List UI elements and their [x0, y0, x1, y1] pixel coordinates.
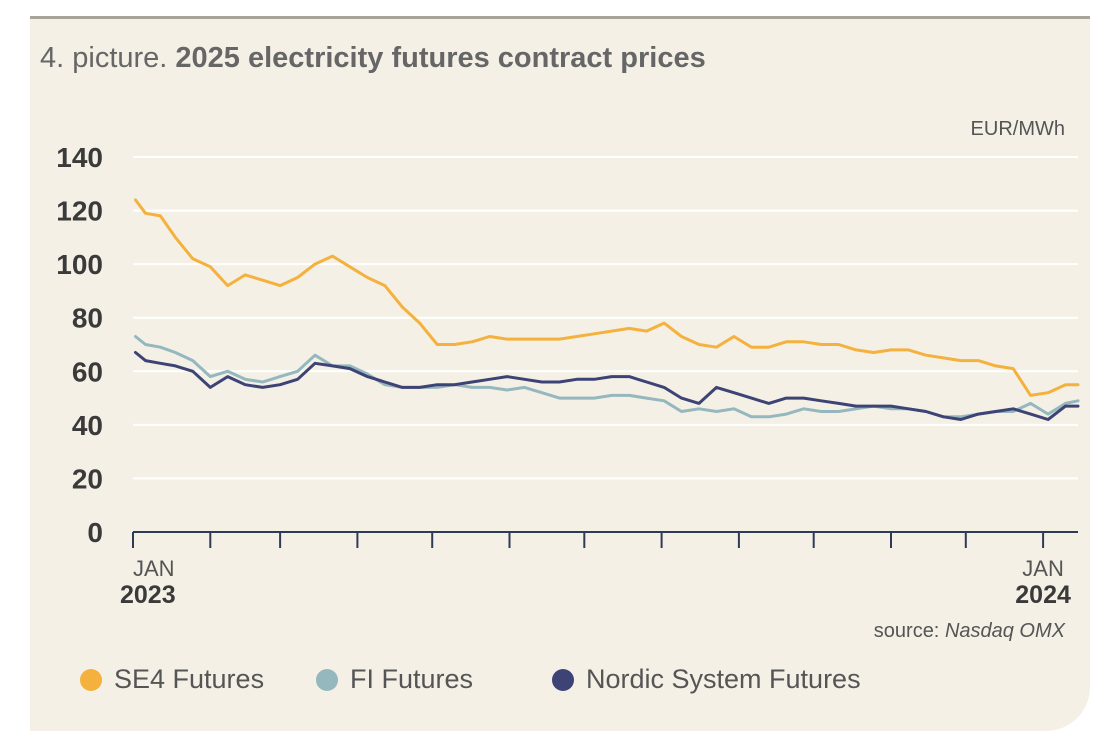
title-prefix: 4. picture.: [40, 42, 168, 74]
unit-label: EUR/MWh: [970, 118, 1065, 140]
source-note: source: Nasdaq OMX: [874, 620, 1065, 643]
source-prefix: source:: [873, 620, 940, 642]
legend-item-fi: FI Futures: [316, 664, 473, 695]
series-line-se4: [134, 198, 1080, 397]
y-tick-label: 120: [56, 196, 103, 227]
legend-swatch-se4: [80, 668, 102, 691]
y-tick-label: 140: [56, 142, 103, 173]
legend-label-se4: SE4 Futures: [114, 664, 265, 694]
x-tick-month-label: JAN: [133, 556, 175, 581]
x-tick-year-label: 2024: [1015, 581, 1071, 609]
y-tick-label: 20: [72, 463, 103, 494]
y-tick-label: 40: [72, 410, 103, 441]
x-tick-month-label: JAN: [1022, 556, 1064, 581]
y-tick-label: 60: [72, 356, 103, 387]
y-tick-label: 0: [87, 517, 103, 548]
series-line-nordic: [134, 351, 1080, 421]
legend-item-se4: SE4 Futures: [80, 664, 264, 695]
source-name: Nasdaq OMX: [944, 620, 1065, 642]
legend-label-nordic: Nordic System Futures: [586, 664, 861, 694]
chart-title: 4. picture. 2025 electricity futures con…: [40, 42, 706, 75]
y-tick-label: 80: [72, 303, 103, 334]
title-main: 2025 electricity futures contract prices: [175, 42, 706, 74]
legend-item-nordic: Nordic System Futures: [552, 664, 861, 695]
legend-swatch-nordic: [552, 668, 574, 691]
y-tick-label: 100: [56, 249, 103, 280]
legend-swatch-fi: [316, 668, 338, 691]
legend-label-fi: FI Futures: [350, 664, 474, 694]
x-tick-year-label: 2023: [120, 581, 176, 609]
